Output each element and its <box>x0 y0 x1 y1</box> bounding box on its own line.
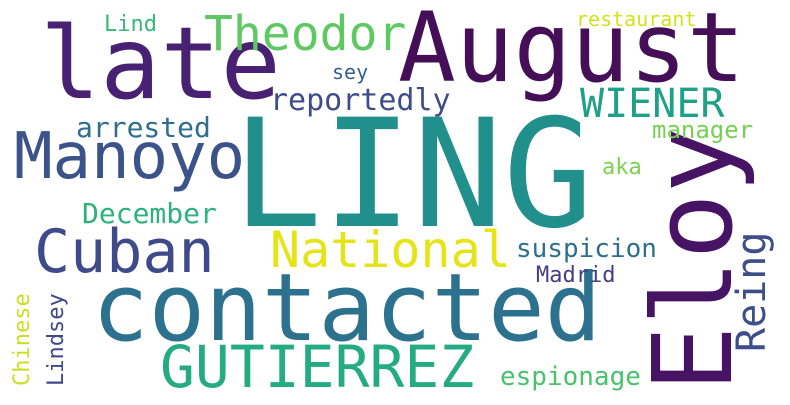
word-theodor: Theodor <box>204 6 407 62</box>
word-suspicion: suspicion <box>516 234 657 264</box>
word-reing: Reing <box>729 231 775 352</box>
word-madrid: Madrid <box>536 263 616 288</box>
word-december: December <box>82 197 217 230</box>
word-late: late <box>40 5 281 122</box>
word-reportedly: reportedly <box>270 83 451 118</box>
word-sey: sey <box>332 60 369 84</box>
word-lindsey: Lindsey <box>44 293 69 386</box>
word-lind: Lind <box>104 12 157 37</box>
word-cuban: Cuban <box>34 217 215 287</box>
word-chinese: Chinese <box>10 293 35 386</box>
word-aka: aka <box>602 155 642 180</box>
word-national: National <box>270 221 511 279</box>
word-restaurant: restaurant <box>576 7 697 31</box>
word-arrested: arrested <box>76 111 211 144</box>
word-manager: manager <box>652 116 754 144</box>
word-wiener: WIENER <box>580 81 725 127</box>
word-contacted: contacted <box>92 254 602 363</box>
word-espionage: espionage <box>500 362 641 392</box>
word-ling: LING <box>232 88 594 262</box>
word-manoyo: Manoyo <box>14 120 246 194</box>
word-august: August <box>398 0 745 104</box>
word-gutierrez: GUTIERREZ <box>160 333 475 401</box>
